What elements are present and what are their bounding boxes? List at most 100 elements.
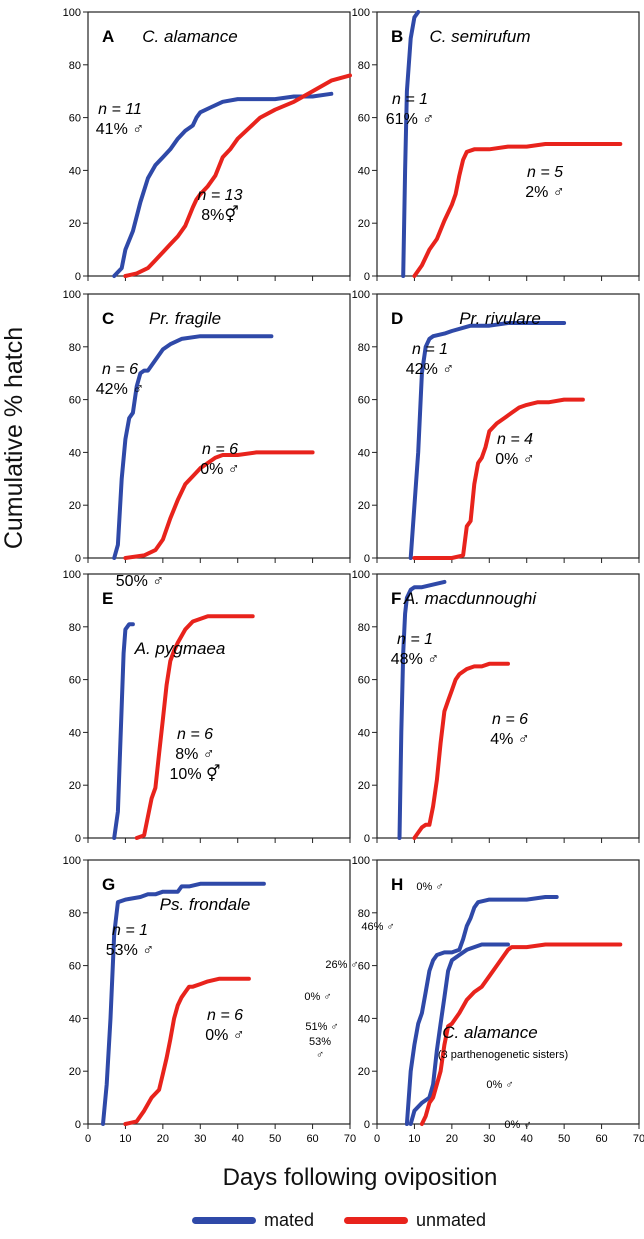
- panel-G: 0 20 40 60 80 100 0 10 20 30 40 50 60 70 G Ps. frondale…: [63, 855, 356, 1145]
- x-tick-label: 50: [269, 1133, 281, 1145]
- y-tick-label: 100: [63, 289, 81, 301]
- annotation-sex: 0% ♂: [205, 1027, 245, 1044]
- panel-frame: [376, 11, 640, 277]
- annotation-sex: 4% ♂: [490, 731, 530, 748]
- series-line-unmated-2: [419, 942, 623, 1126]
- y-tick-label: 20: [358, 780, 370, 792]
- annotation-text: 0% ♂: [486, 1079, 513, 1091]
- x-tick-label: 30: [194, 1133, 206, 1145]
- y-tick-label: 60: [69, 395, 81, 407]
- x-tick-label: 40: [521, 1133, 533, 1145]
- series-line-unmated-1: [412, 661, 510, 840]
- y-tick-label: 40: [69, 727, 81, 739]
- x-tick-label: 60: [595, 1133, 607, 1145]
- annotation-sex: 61% ♂: [386, 111, 434, 128]
- legend-swatch-unmated: [344, 1216, 408, 1224]
- annotation-sex: 42% ♂: [406, 361, 454, 378]
- y-tick-label: 100: [352, 855, 370, 867]
- panel-letter: D: [391, 309, 403, 328]
- y-tick-label: 0: [75, 1119, 81, 1131]
- legend: mated unmated: [0, 1205, 644, 1235]
- y-tick-label: 20: [69, 780, 81, 792]
- panel-letter: G: [102, 875, 115, 894]
- x-tick-label: 20: [446, 1133, 458, 1145]
- y-tick-label: 40: [358, 447, 370, 459]
- panel-letter: B: [391, 27, 403, 46]
- panel-title: C. semirufum: [429, 27, 530, 46]
- panel-frame: [87, 11, 351, 277]
- series-line-unmated-1: [134, 614, 255, 840]
- annotation-text: n = 6: [177, 726, 213, 743]
- panel-frame: [376, 859, 640, 1125]
- y-tick-label: 80: [69, 622, 81, 634]
- y-tick-label: 0: [364, 833, 370, 845]
- x-tick-label: 10: [119, 1133, 131, 1145]
- annotation-text: n = 13: [198, 187, 243, 204]
- y-tick-label: 0: [75, 833, 81, 845]
- legend-label-unmated: unmated: [416, 1209, 487, 1230]
- y-tick-label: 20: [69, 218, 81, 230]
- annotation-text: n = 4: [497, 431, 533, 448]
- y-tick-label: 20: [358, 1066, 370, 1078]
- y-tick-label: 80: [69, 60, 81, 72]
- annotation-text: n = 11: [98, 101, 142, 118]
- y-tick-label: 80: [358, 60, 370, 72]
- series-line-mated-0: [408, 321, 567, 560]
- panel-letter: F: [391, 589, 401, 608]
- legend-item-unmated: unmated: [344, 1205, 486, 1235]
- y-tick-label: 100: [352, 7, 370, 19]
- y-tick-label: 100: [352, 569, 370, 581]
- x-tick-label: 70: [344, 1133, 356, 1145]
- y-tick-label: 40: [358, 727, 370, 739]
- panel-C: 0 20 40 60 80 100 C Pr. fragile n = 6 42% ♂ n = 6 0…: [63, 289, 351, 565]
- panel-D: 0 20 40 60 80 100 D Pr. rivulare n = 1 42% ♂ n = 4…: [352, 289, 640, 565]
- panel-frame: [87, 573, 351, 839]
- panel-title: C. alamance: [142, 27, 237, 46]
- x-tick-label: 0: [374, 1133, 380, 1145]
- annotation-sex: 41% ♂: [96, 121, 144, 138]
- annotation-extra: 10% ⚥: [170, 764, 221, 783]
- x-tick-label: 20: [157, 1133, 169, 1145]
- series-line-mated-0: [112, 91, 334, 278]
- y-tick-label: 20: [358, 218, 370, 230]
- panel-A: 0 20 40 60 80 100 A C. alamance n = 11 41% ♂ n = 1…: [63, 7, 352, 283]
- y-tick-label: 40: [358, 1013, 370, 1025]
- panel-title: Pr. rivulare: [459, 309, 541, 328]
- annotation-text: n = 6: [202, 441, 238, 458]
- annotation-text: n = 1: [392, 91, 428, 108]
- panel-letter: H: [391, 875, 403, 894]
- annotation-sex: 8%⚥: [201, 205, 239, 224]
- panel-title: Pr. fragile: [149, 309, 221, 328]
- annotation-text: 0% ♂: [504, 1119, 531, 1131]
- y-tick-label: 40: [358, 165, 370, 177]
- y-tick-label: 60: [69, 961, 81, 973]
- annotation-text: n = 6: [207, 1007, 243, 1024]
- panel-title: A. pygmaea: [134, 639, 226, 658]
- annotation-sex: 2% ♂: [525, 184, 565, 201]
- y-tick-label: 60: [358, 675, 370, 687]
- panel-subtitle: (3 parthenogenetic sisters): [438, 1049, 568, 1061]
- x-tick-label: 30: [483, 1133, 495, 1145]
- y-tick-label: 40: [69, 165, 81, 177]
- y-tick-label: 100: [352, 289, 370, 301]
- y-tick-label: 80: [358, 622, 370, 634]
- y-tick-label: 20: [69, 1066, 81, 1078]
- series-line-mated-0: [112, 334, 274, 560]
- panel-letter: A: [102, 27, 114, 46]
- y-tick-label: 0: [75, 553, 81, 565]
- annotation-sex: ♂: [316, 1049, 324, 1061]
- series-line-unmated-1: [123, 73, 352, 278]
- y-tick-label: 80: [69, 342, 81, 354]
- annotation-sex: 0% ♂: [495, 451, 535, 468]
- y-tick-label: 40: [69, 447, 81, 459]
- annotation-sex: 0% ♂: [200, 461, 240, 478]
- y-tick-label: 60: [358, 961, 370, 973]
- y-tick-label: 0: [364, 553, 370, 565]
- legend-label-mated: mated: [264, 1209, 315, 1230]
- series-line-mated-0: [401, 10, 421, 278]
- panel-title: Ps. frondale: [160, 895, 251, 914]
- series-line-unmated-1: [412, 397, 585, 560]
- y-tick-label: 80: [358, 342, 370, 354]
- annotation-text: 53%: [309, 1036, 331, 1048]
